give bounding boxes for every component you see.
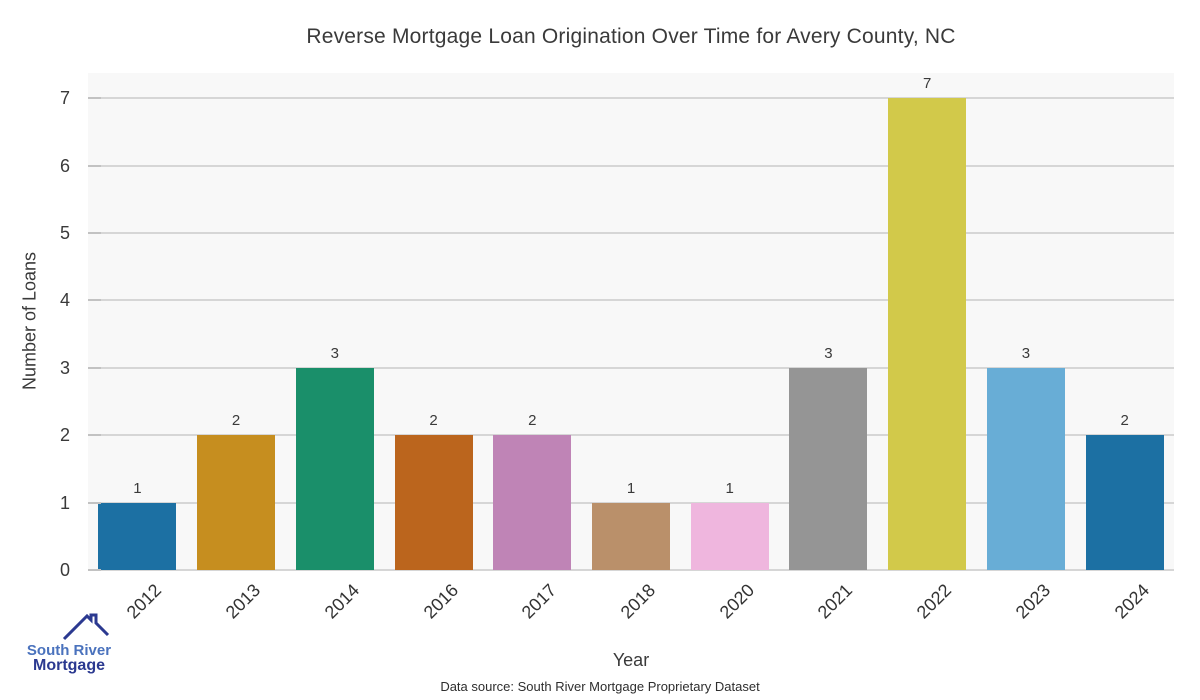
gridline-y-7	[88, 97, 1174, 100]
y-tick-label-0: 0	[59, 560, 70, 580]
gridline-y-5	[88, 232, 1174, 234]
bar-2021	[789, 367, 868, 570]
chart-title: Reverse Mortgage Loan Origination Over T…	[306, 25, 956, 48]
x-tick-label-2017: 2017	[517, 580, 561, 623]
bar-value-label-2014: 3	[330, 344, 339, 362]
x-tick-label-2023: 2023	[1011, 580, 1055, 623]
x-tick-label-2020: 2020	[715, 580, 758, 623]
bar-2018	[592, 502, 670, 570]
y-tick-label-3: 3	[59, 357, 70, 378]
y-tick-mark-5	[88, 232, 101, 234]
x-axis-title: Year	[612, 650, 650, 670]
y-tick-label-6: 6	[59, 155, 70, 176]
y-tick-mark-7	[88, 97, 101, 100]
x-tick-label-2012: 2012	[123, 580, 166, 623]
y-tick-label-5: 5	[59, 223, 70, 243]
bar-value-label-2022: 7	[923, 75, 932, 93]
bar-2020	[690, 502, 769, 570]
x-tick-label-2021: 2021	[814, 580, 857, 623]
plot-area: 1 2 3 2 2 1 1 3 7 3 2	[88, 73, 1174, 571]
gridline-y-4	[88, 299, 1174, 302]
bar-2014	[295, 367, 374, 570]
x-tick-label-2016: 2016	[419, 580, 462, 623]
gridline-y-2	[88, 434, 1174, 437]
bar-2016	[394, 435, 473, 570]
bar-value-label-2020: 1	[725, 479, 734, 497]
x-tick-label-2018: 2018	[616, 580, 660, 623]
data-source-note: Data source: South River Mortgage Propri…	[440, 679, 760, 694]
house-roof-icon	[62, 613, 110, 641]
y-tick-label-1: 1	[59, 492, 70, 513]
bar-value-label-2012: 1	[133, 479, 142, 497]
y-tick-mark-4	[88, 299, 101, 302]
bar-value-label-2016: 2	[429, 412, 438, 430]
y-tick-mark-1	[88, 501, 101, 504]
x-axis-tick-labels: 2012 2013 2014 2016 2017 2018 2020 2021 2022 2023…	[88, 570, 1174, 640]
x-tick-label-2024: 2024	[1110, 580, 1153, 623]
gridline-y-3	[88, 366, 1174, 369]
bar-2024	[1085, 435, 1164, 570]
bar-value-label-2023: 3	[1021, 344, 1031, 362]
bar-value-label-2013: 2	[231, 412, 241, 430]
logo-text-line2: Mortgage	[33, 657, 105, 674]
bar-value-label-2021: 3	[824, 344, 833, 362]
y-tick-label-2: 2	[59, 425, 70, 446]
logo-text-line1: South River	[26, 642, 112, 659]
bar-2022	[888, 98, 967, 570]
bar-value-label-2024: 2	[1120, 412, 1129, 430]
x-tick-label-2014: 2014	[320, 580, 363, 623]
bar-2023	[986, 367, 1065, 570]
x-tick-label-2013: 2013	[221, 580, 265, 623]
y-tick-mark-0	[88, 569, 101, 571]
y-tick-label-7: 7	[59, 88, 70, 109]
x-tick-label-2022: 2022	[912, 580, 956, 623]
y-tick-mark-6	[88, 164, 101, 167]
gridline-y-6	[88, 164, 1174, 167]
y-tick-mark-2	[88, 434, 101, 437]
bar-2012	[98, 502, 177, 570]
y-tick-mark-3	[88, 366, 101, 369]
y-tick-label-4: 4	[59, 290, 70, 311]
bar-value-label-2018: 1	[626, 479, 636, 497]
gridline-y-0	[88, 569, 1174, 571]
y-axis-tick-labels: 0 1 2 3 4 5 6 7	[0, 73, 80, 580]
bar-value-label-2017: 2	[528, 412, 537, 430]
bar-2013	[197, 435, 276, 570]
south-river-mortgage-logo: South River Mortgage	[20, 611, 118, 674]
bar-2017	[493, 435, 572, 570]
